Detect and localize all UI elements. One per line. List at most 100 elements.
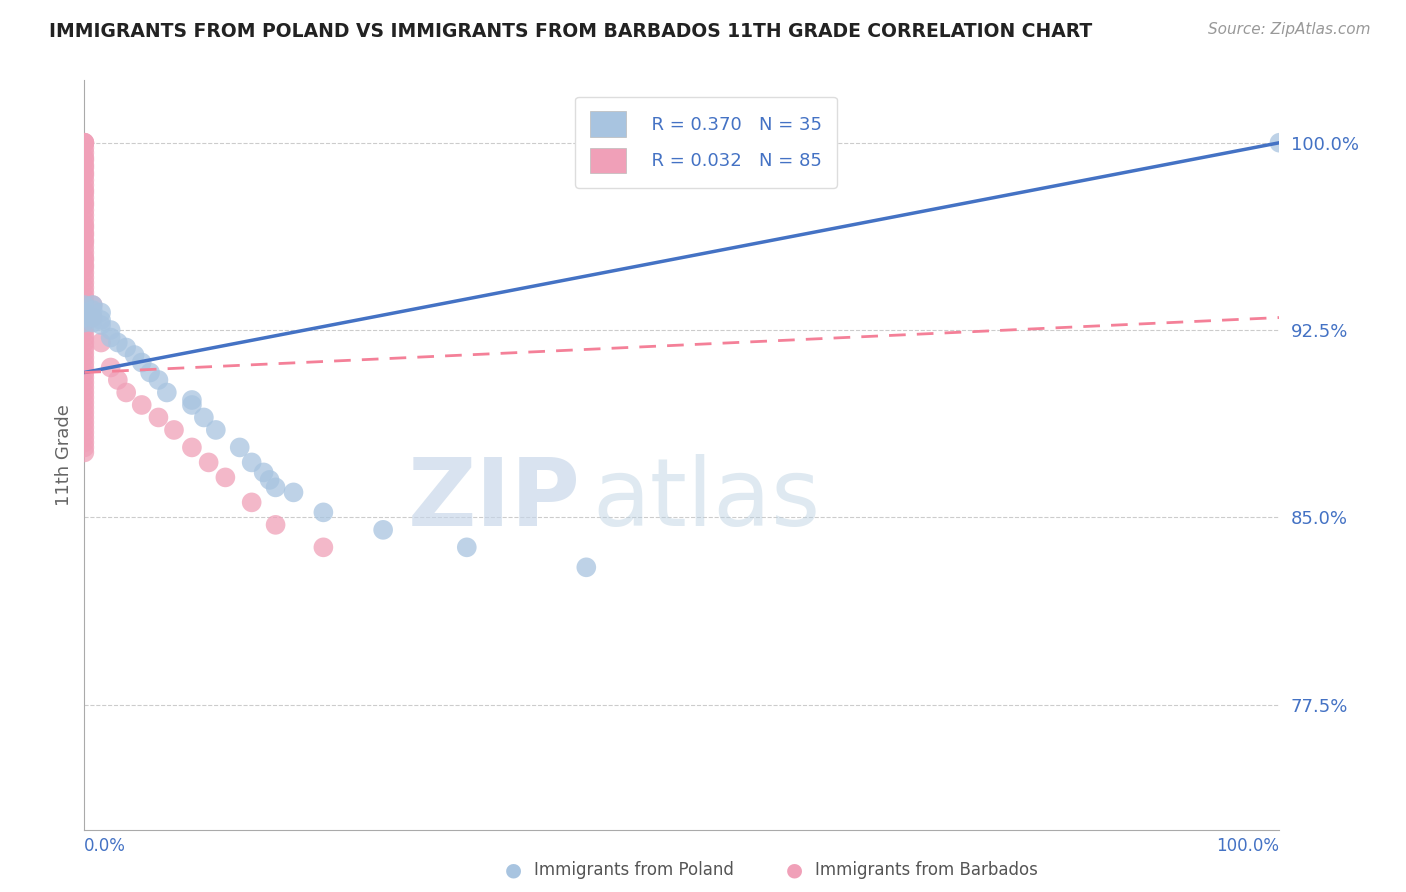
Point bbox=[73, 316, 96, 330]
Point bbox=[240, 495, 263, 509]
Point bbox=[193, 410, 215, 425]
Point bbox=[82, 298, 104, 312]
Text: ●: ● bbox=[505, 860, 522, 880]
Point bbox=[312, 505, 335, 519]
Point bbox=[73, 226, 96, 240]
Point bbox=[148, 373, 170, 387]
Point bbox=[163, 423, 186, 437]
Point bbox=[73, 430, 96, 444]
Point bbox=[264, 480, 287, 494]
Point bbox=[259, 473, 281, 487]
Point bbox=[73, 385, 96, 400]
Point bbox=[82, 310, 104, 325]
Point bbox=[73, 251, 96, 265]
Point bbox=[73, 305, 96, 319]
Point bbox=[73, 310, 96, 325]
Point bbox=[181, 392, 204, 407]
Point bbox=[82, 310, 104, 325]
Point bbox=[373, 523, 395, 537]
Point bbox=[73, 416, 96, 430]
Point bbox=[181, 441, 204, 455]
Point bbox=[73, 320, 96, 334]
Point bbox=[73, 145, 96, 160]
Point bbox=[73, 276, 96, 290]
Point bbox=[73, 330, 96, 344]
Point bbox=[156, 385, 179, 400]
Point bbox=[73, 298, 96, 312]
Point bbox=[90, 318, 112, 332]
Point bbox=[73, 195, 96, 210]
Text: Immigrants from Barbados: Immigrants from Barbados bbox=[815, 861, 1039, 879]
Point bbox=[205, 423, 228, 437]
Point bbox=[73, 266, 96, 280]
Text: ●: ● bbox=[786, 860, 803, 880]
Point bbox=[283, 485, 305, 500]
Point bbox=[229, 441, 252, 455]
Point bbox=[73, 183, 96, 197]
Point bbox=[73, 191, 96, 205]
Point bbox=[73, 153, 96, 168]
Point bbox=[240, 455, 263, 469]
Point bbox=[73, 235, 96, 250]
Text: ZIP: ZIP bbox=[408, 454, 581, 546]
Point bbox=[82, 298, 104, 312]
Point bbox=[456, 541, 478, 555]
Text: atlas: atlas bbox=[592, 454, 821, 546]
Point bbox=[73, 360, 96, 375]
Point bbox=[73, 405, 96, 419]
Point bbox=[82, 303, 104, 318]
Point bbox=[73, 166, 96, 180]
Point bbox=[73, 355, 96, 369]
Point bbox=[124, 348, 146, 362]
Point bbox=[264, 517, 287, 532]
Point bbox=[73, 410, 96, 425]
Point bbox=[100, 360, 122, 375]
Point bbox=[148, 410, 170, 425]
Point bbox=[73, 213, 96, 227]
Point bbox=[1268, 136, 1291, 150]
Point bbox=[575, 560, 598, 574]
Y-axis label: 11th Grade: 11th Grade bbox=[55, 404, 73, 506]
Point bbox=[73, 241, 96, 255]
Point bbox=[181, 398, 204, 412]
Point bbox=[115, 341, 138, 355]
Point bbox=[197, 455, 219, 469]
Point bbox=[73, 178, 96, 193]
Point bbox=[73, 198, 96, 212]
Point bbox=[73, 316, 96, 330]
Point bbox=[73, 376, 96, 390]
Point bbox=[73, 258, 96, 272]
Text: Source: ZipAtlas.com: Source: ZipAtlas.com bbox=[1208, 22, 1371, 37]
Point bbox=[73, 425, 96, 440]
Point bbox=[73, 441, 96, 455]
Point bbox=[131, 398, 153, 412]
Point bbox=[107, 335, 129, 350]
Point bbox=[131, 355, 153, 369]
Point bbox=[73, 186, 96, 200]
Point bbox=[73, 395, 96, 409]
Point bbox=[73, 435, 96, 450]
Point bbox=[73, 245, 96, 260]
Point bbox=[115, 385, 138, 400]
Point bbox=[73, 203, 96, 218]
Point bbox=[107, 373, 129, 387]
Point bbox=[73, 161, 96, 175]
Point bbox=[73, 280, 96, 294]
Point bbox=[73, 141, 96, 155]
Point bbox=[90, 335, 112, 350]
Point bbox=[73, 253, 96, 268]
Point bbox=[73, 151, 96, 165]
Point bbox=[73, 380, 96, 394]
Point bbox=[73, 445, 96, 459]
Point bbox=[73, 326, 96, 340]
Point bbox=[73, 310, 96, 325]
Point bbox=[73, 260, 96, 275]
Text: 100.0%: 100.0% bbox=[1216, 837, 1279, 855]
Text: IMMIGRANTS FROM POLAND VS IMMIGRANTS FROM BARBADOS 11TH GRADE CORRELATION CHART: IMMIGRANTS FROM POLAND VS IMMIGRANTS FRO… bbox=[49, 22, 1092, 41]
Point bbox=[73, 401, 96, 415]
Point bbox=[73, 291, 96, 305]
Point bbox=[82, 316, 104, 330]
Text: 0.0%: 0.0% bbox=[84, 837, 127, 855]
Point bbox=[73, 228, 96, 243]
Point bbox=[73, 136, 96, 150]
